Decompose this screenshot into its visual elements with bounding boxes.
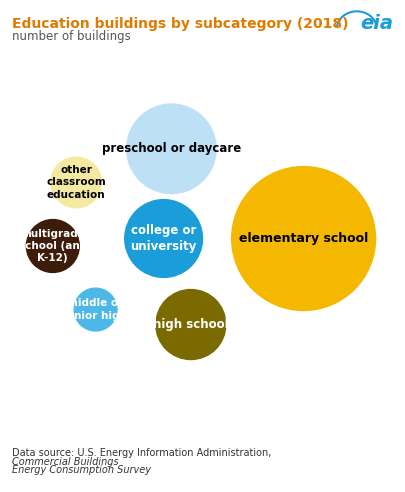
Text: preschool or daycare: preschool or daycare	[102, 142, 241, 155]
Text: Energy Consumption Survey: Energy Consumption Survey	[12, 465, 151, 475]
Circle shape	[26, 219, 79, 273]
Circle shape	[74, 288, 117, 331]
Text: number of buildings: number of buildings	[12, 30, 131, 42]
Text: other
classroom
education: other classroom education	[46, 165, 106, 200]
Text: elementary school: elementary school	[239, 232, 368, 245]
Circle shape	[125, 200, 202, 277]
Text: multigrade
school (any
K-12): multigrade school (any K-12)	[19, 229, 87, 263]
Circle shape	[51, 157, 101, 208]
Text: eia: eia	[360, 14, 393, 33]
Circle shape	[232, 167, 375, 310]
Circle shape	[156, 289, 226, 360]
Circle shape	[127, 104, 216, 193]
Text: middle or
junior high: middle or junior high	[64, 298, 128, 321]
Text: high school: high school	[153, 318, 229, 331]
Text: Education buildings by subcategory (2018): Education buildings by subcategory (2018…	[12, 17, 349, 31]
Text: Commercial Buildings: Commercial Buildings	[12, 457, 119, 466]
Text: college or
university: college or university	[130, 224, 197, 253]
Text: Data source: U.S. Energy Information Administration,: Data source: U.S. Energy Information Adm…	[12, 448, 275, 458]
